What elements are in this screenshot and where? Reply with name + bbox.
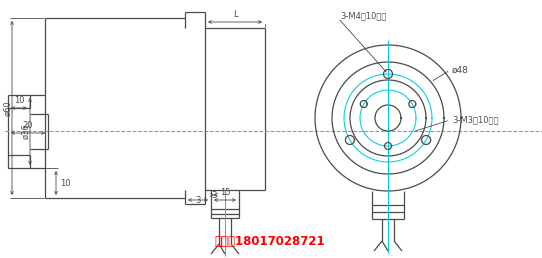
Text: 10: 10 <box>60 179 70 188</box>
Text: ø48: ø48 <box>452 66 469 75</box>
Text: 20: 20 <box>23 121 33 130</box>
Text: 15: 15 <box>220 188 230 197</box>
Text: 3-M3深10均布: 3-M3深10均布 <box>452 116 499 125</box>
Text: ø60: ø60 <box>3 100 12 116</box>
Text: L: L <box>233 10 237 19</box>
Text: 3-M4深10均布: 3-M4深10均布 <box>340 12 386 20</box>
Text: 手机：18017028721: 手机：18017028721 <box>215 235 325 248</box>
Text: 3: 3 <box>195 196 201 205</box>
Text: ø36: ø36 <box>22 124 30 139</box>
Text: 3: 3 <box>211 191 217 200</box>
Text: 10: 10 <box>14 96 24 105</box>
